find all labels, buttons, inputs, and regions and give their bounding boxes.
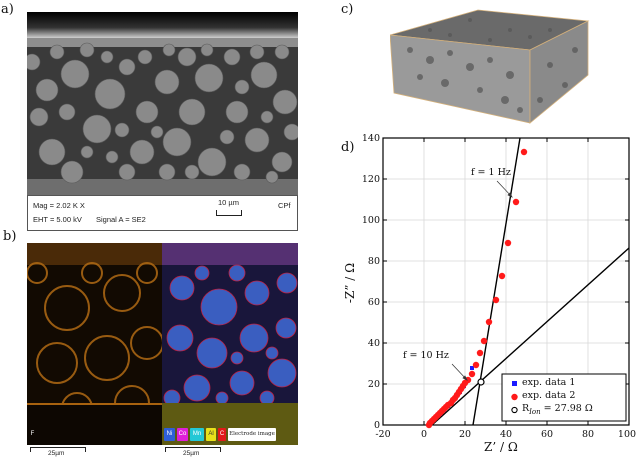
annotation-arrows <box>451 180 513 381</box>
annotation-1hz: f = 1 Hz <box>471 167 511 178</box>
plot-grid <box>383 138 629 425</box>
plot-frame <box>382 137 630 426</box>
svg-text:20: 20 <box>459 429 471 440</box>
eds-fluorine-map: F <box>27 243 164 445</box>
chip-c: C <box>218 428 226 441</box>
chip-f-label: F <box>30 431 35 437</box>
eds-fluorine-graphic <box>27 243 164 445</box>
sem-info-bar: Mag = 2.02 K X EHT = 5.00 kV Signal A = … <box>27 195 298 231</box>
eds-composite-map: Ni Co Mn Al C Electrode image <box>162 243 298 445</box>
panel-label-a: a) <box>1 2 14 17</box>
y-axis-label: -Z” / Ω <box>343 262 357 304</box>
chip-f: F <box>29 428 36 441</box>
legend-item-3-sub: Ion <box>529 407 541 416</box>
chip-mn: Mn <box>190 428 204 441</box>
panel-label-d: d) <box>341 140 355 155</box>
svg-text:80: 80 <box>582 429 594 440</box>
chip-ni-label: Ni <box>166 431 173 437</box>
sem-cross-section-image <box>27 12 298 195</box>
x-axis-label: Z’ / Ω <box>484 440 518 454</box>
legend-circle-icon <box>511 393 518 401</box>
chip-al-label: Al <box>208 431 214 437</box>
svg-text:0: 0 <box>421 429 427 440</box>
chip-ni: Ni <box>164 428 175 441</box>
series-exp-data-1 <box>428 366 474 425</box>
legend-item-3-r: R <box>522 403 530 414</box>
sem-mag: Mag = 2.02 K X <box>33 201 85 210</box>
eds-maps: F Ni Co Mn Al C Electrode image <box>27 243 298 445</box>
svg-text:80: 80 <box>368 256 380 267</box>
panel-label-c: c) <box>341 2 354 17</box>
sem-scale-label: 10 µm <box>218 198 239 207</box>
sem-brand: CPf <box>278 201 291 210</box>
svg-text:0: 0 <box>374 420 380 431</box>
y-tick-labels: 0 20 40 60 80 100 120 140 <box>362 133 380 431</box>
r-ion-marker <box>477 378 485 386</box>
legend-item-3: RIon = 27.98 Ω <box>522 403 593 416</box>
volume-graphic <box>389 9 590 127</box>
eds-composite-graphic <box>162 243 298 445</box>
sem-signal: Signal A = SE2 <box>96 215 146 224</box>
svg-text:20: 20 <box>368 379 380 390</box>
svg-text:40: 40 <box>500 429 512 440</box>
panel-label-b: b) <box>3 229 17 244</box>
svg-text:-20: -20 <box>375 429 390 440</box>
legend-open-circle-icon <box>511 406 518 414</box>
legend-item-1: exp. data 1 <box>522 377 576 388</box>
sem-eht: EHT = 5.00 kV <box>33 215 82 224</box>
eds-scale-label-right: 25µm <box>183 450 200 457</box>
chip-co: Co <box>177 428 188 441</box>
eds-scale-bar-left <box>30 447 86 452</box>
legend-square-icon <box>512 381 517 386</box>
annotation-10hz: f = 10 Hz <box>403 350 449 361</box>
svg-text:100: 100 <box>362 215 380 226</box>
svg-text:40: 40 <box>368 338 380 349</box>
svg-text:60: 60 <box>541 429 553 440</box>
tomography-volume-render <box>389 5 590 127</box>
legend-item-2: exp. data 2 <box>522 390 576 401</box>
series-exp-data-2 <box>425 148 528 429</box>
sem-particles-graphic <box>27 12 298 195</box>
eds-scale-bar-right <box>165 447 221 452</box>
chip-co-label: Co <box>178 431 187 437</box>
electrode-image-text: Electrode image <box>229 431 275 437</box>
chip-al: Al <box>206 428 216 441</box>
legend-item-3-value: = 27.98 Ω <box>540 403 593 414</box>
svg-text:100: 100 <box>618 429 636 440</box>
svg-text:60: 60 <box>368 297 380 308</box>
sem-scale-bar <box>216 210 242 216</box>
svg-text:120: 120 <box>362 174 380 185</box>
x-tick-labels: -20 0 20 40 60 80 100 <box>375 429 636 440</box>
svg-text:140: 140 <box>362 133 380 144</box>
electrode-image-label: Electrode image <box>228 428 276 441</box>
eds-scale-label-left: 25µm <box>48 450 65 457</box>
chip-c-label: C <box>219 431 225 437</box>
chip-mn-label: Mn <box>192 431 202 437</box>
